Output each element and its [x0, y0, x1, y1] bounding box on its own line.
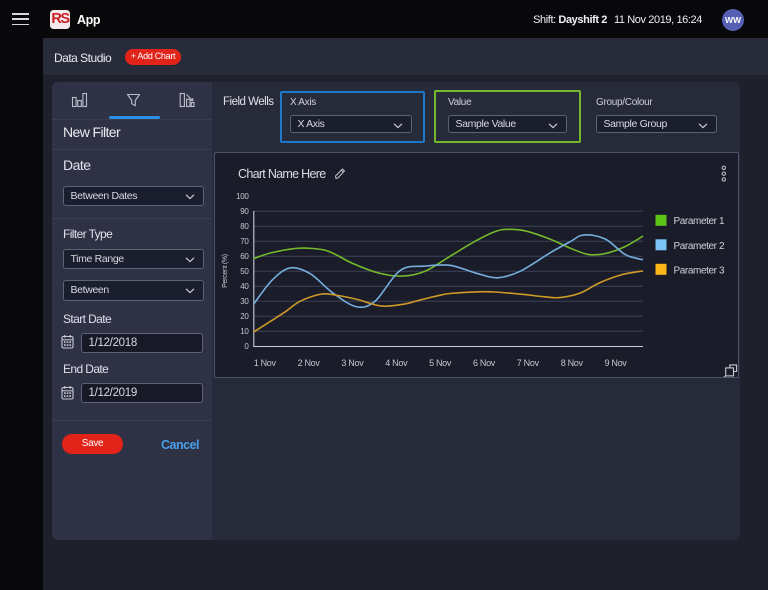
svg-text:50: 50 — [240, 267, 249, 276]
svg-text:40: 40 — [240, 282, 249, 291]
svg-text:6 Nov: 6 Nov — [473, 358, 496, 368]
svg-text:80: 80 — [240, 222, 249, 231]
svg-text:70: 70 — [240, 237, 249, 246]
svg-text:Percent (%): Percent (%) — [222, 254, 229, 288]
svg-text:9 Nov: 9 Nov — [604, 358, 627, 368]
svg-text:Parameter 3: Parameter 3 — [674, 266, 725, 277]
svg-text:Parameter 1: Parameter 1 — [674, 216, 725, 227]
svg-text:7 Nov: 7 Nov — [517, 358, 540, 368]
svg-text:60: 60 — [240, 252, 249, 261]
svg-text:30: 30 — [240, 297, 249, 306]
svg-text:0: 0 — [244, 342, 249, 351]
svg-text:100: 100 — [236, 192, 249, 201]
svg-text:Parameter 2: Parameter 2 — [674, 241, 725, 252]
svg-text:2 Nov: 2 Nov — [298, 358, 321, 368]
svg-text:90: 90 — [240, 207, 249, 216]
svg-text:3 Nov: 3 Nov — [341, 358, 364, 368]
svg-text:5 Nov: 5 Nov — [429, 358, 452, 368]
svg-text:1 Nov: 1 Nov — [254, 358, 277, 368]
svg-text:20: 20 — [240, 312, 249, 321]
svg-text:10: 10 — [240, 327, 249, 336]
svg-text:8 Nov: 8 Nov — [561, 358, 584, 368]
svg-text:4 Nov: 4 Nov — [385, 358, 408, 368]
